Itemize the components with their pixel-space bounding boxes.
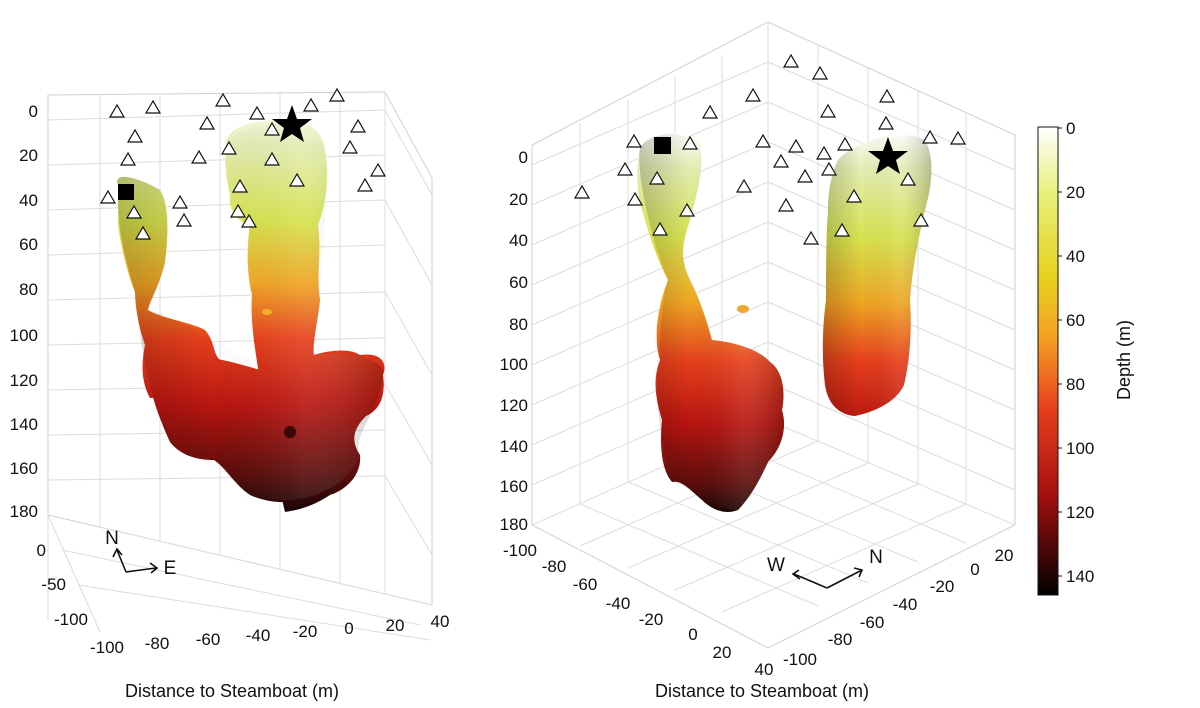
left-y-tick: -100 (54, 610, 88, 629)
right-depth-tick: 160 (500, 477, 528, 496)
left-y-tick: 0 (37, 541, 46, 560)
left-y-ticks: 0 -50 -100 (37, 541, 88, 629)
left-depth-tick: 180 (10, 502, 38, 521)
right-x-tick: -40 (606, 594, 631, 613)
colorbar-ramp (1037, 126, 1059, 596)
left-x-tick: 20 (386, 616, 405, 635)
left-x-tick: -100 (90, 638, 124, 657)
left-depth-tick: 60 (19, 235, 38, 254)
right-y-tick: -20 (930, 577, 955, 596)
right-depth-tick: 140 (500, 437, 528, 456)
colorbar: 0 20 40 60 80 100 120 140 Depth (m) (1037, 119, 1134, 596)
left-y-tick: -50 (41, 575, 66, 594)
colorbar-tick: 0 (1066, 119, 1075, 138)
colorbar-tick: 100 (1066, 439, 1094, 458)
left-panel: 0 20 40 60 80 100 120 140 160 180 0 -50 … (10, 87, 449, 701)
right-plume (637, 134, 932, 512)
left-depth-tick: 100 (10, 326, 38, 345)
right-depth-tick: 40 (509, 231, 528, 250)
left-x-tick: -60 (196, 630, 221, 649)
left-compass-n: N (105, 528, 119, 549)
left-x-tick: 40 (431, 612, 450, 631)
right-x-tick: 0 (688, 625, 697, 644)
left-square-marker (118, 184, 134, 200)
right-x-tick: -20 (639, 610, 664, 629)
right-y-ticks: 20 0 -20 -40 -60 -80 -100 (783, 546, 1013, 669)
right-y-tick: -60 (860, 613, 885, 632)
right-depth-tick: 80 (509, 315, 528, 334)
left-x-tick: -20 (293, 622, 318, 641)
right-x-tick: 20 (713, 643, 732, 662)
right-x-tick: -60 (573, 575, 598, 594)
right-y-tick: 20 (995, 546, 1014, 565)
right-depth-tick: 0 (519, 148, 528, 167)
right-x-tick: 40 (755, 660, 774, 679)
right-x-axis-label: Distance to Steamboat (m) (655, 681, 869, 701)
right-depth-tick: 180 (500, 515, 528, 534)
left-x-tick: -40 (246, 626, 271, 645)
right-compass-n: N (869, 547, 883, 568)
left-x-axis-label: Distance to Steamboat (m) (125, 681, 339, 701)
right-depth-tick: 100 (500, 355, 528, 374)
right-y-tick: -40 (893, 595, 918, 614)
colorbar-tick: 20 (1066, 183, 1085, 202)
left-plume (117, 120, 385, 512)
colorbar-tick: 80 (1066, 375, 1085, 394)
left-x-ticks: -100 -80 -60 -40 -20 0 20 40 (90, 612, 449, 657)
right-x-tick: -100 (503, 541, 537, 560)
right-depth-tick: 120 (500, 396, 528, 415)
right-x-ticks: -100 -80 -60 -40 -20 0 20 40 (503, 541, 773, 679)
colorbar-tick: 60 (1066, 311, 1085, 330)
right-depth-tick: 60 (509, 273, 528, 292)
right-plume-shading-w (639, 134, 785, 510)
right-compass-icon (791, 567, 864, 589)
left-stations (99, 87, 387, 240)
colorbar-ticks (1058, 127, 1062, 577)
right-plume-blob (737, 305, 749, 313)
left-depth-ticks: 0 20 40 60 80 100 120 140 160 180 (10, 102, 38, 521)
right-depth-ticks: 0 20 40 60 80 100 120 140 160 180 (500, 148, 528, 534)
left-plume-shading (117, 124, 384, 501)
colorbar-tick: 140 (1066, 567, 1094, 586)
colorbar-tick: 40 (1066, 247, 1085, 266)
colorbar-label: Depth (m) (1114, 320, 1134, 400)
left-depth-tick: 40 (19, 191, 38, 210)
left-star-marker (272, 105, 312, 142)
left-depth-tick: 0 (29, 102, 38, 121)
left-compass-e: E (164, 558, 177, 579)
right-x-tick: -80 (542, 557, 567, 576)
left-x-tick: 0 (344, 619, 353, 638)
left-depth-tick: 20 (19, 146, 38, 165)
colorbar-tick: 120 (1066, 503, 1094, 522)
right-square-marker (654, 137, 671, 154)
right-star-marker (868, 137, 908, 174)
right-depth-tick: 20 (509, 190, 528, 209)
left-depth-tick: 140 (10, 415, 38, 434)
left-depth-tick: 80 (19, 280, 38, 299)
left-x-tick: -80 (145, 634, 170, 653)
left-depth-tick: 160 (10, 459, 38, 478)
right-stations (573, 53, 967, 245)
right-y-tick: 0 (970, 560, 979, 579)
right-y-tick: -80 (828, 630, 853, 649)
right-plume-shading-e (822, 135, 932, 416)
left-depth-tick: 120 (10, 371, 38, 390)
left-plume-blob (262, 309, 272, 315)
right-compass-w: W (767, 555, 785, 576)
left-compass-icon (112, 547, 159, 574)
right-panel: 0 20 40 60 80 100 120 140 160 180 -100 -… (500, 21, 1016, 701)
left-plume-hole (284, 426, 296, 438)
right-y-tick: -100 (783, 650, 817, 669)
